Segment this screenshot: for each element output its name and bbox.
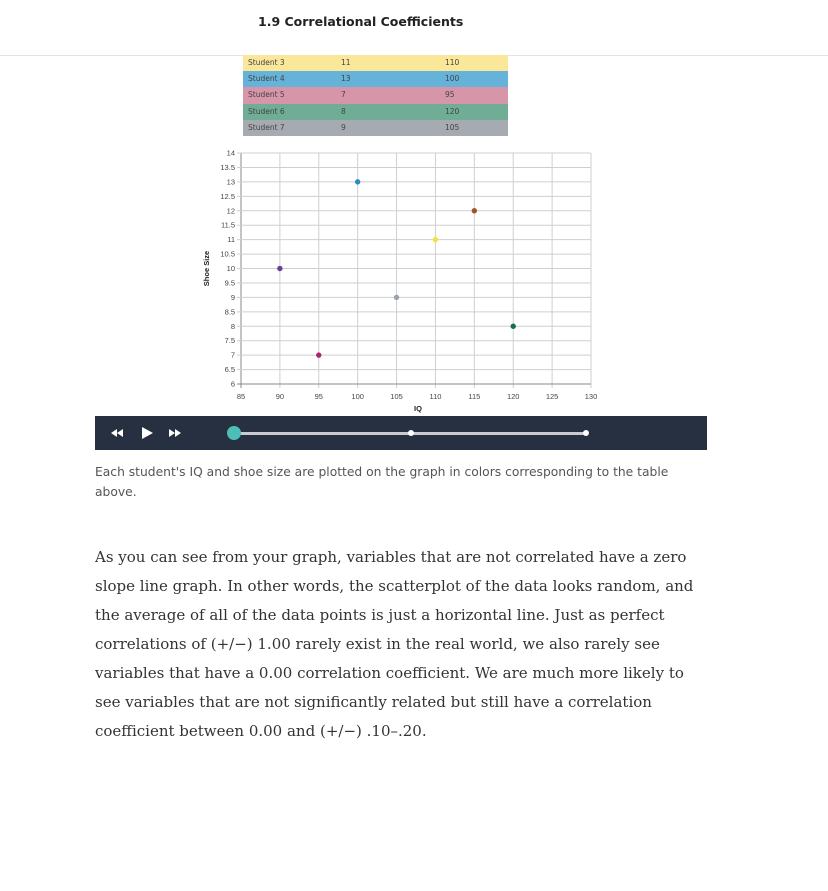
- table-cell-name: Student 4: [248, 74, 285, 84]
- x-tick-label: 90: [276, 392, 284, 401]
- y-tick-label: 12: [227, 206, 235, 215]
- play-icon[interactable]: [139, 425, 155, 444]
- y-tick-label: 13: [227, 177, 235, 186]
- x-axis-label: IQ: [414, 404, 422, 413]
- table-row: Student 4 13 100: [243, 71, 508, 88]
- page-title: 1.9 Correlational Coefficients: [258, 14, 464, 29]
- y-tick-label: 11.5: [221, 221, 235, 230]
- table-row: Student 5 7 95: [243, 87, 508, 104]
- y-tick-label: 12.5: [220, 192, 235, 201]
- table-row: Student 7 9 105: [243, 119, 508, 136]
- x-tick-label: 95: [315, 392, 323, 401]
- data-point: [354, 179, 361, 185]
- y-tick-label: 13.5: [220, 163, 235, 172]
- x-tick-label: 125: [546, 392, 559, 401]
- progress-marker-mid[interactable]: [408, 430, 414, 436]
- student-data-table: Student 3 11 110 Student 4 13 100 Student 5 7 95…: [243, 55, 508, 136]
- table-cell-iq: 95: [445, 90, 455, 100]
- data-point: [471, 208, 478, 214]
- y-axis-label: Shoe Size: [202, 251, 211, 286]
- table-cell-iq: 105: [445, 122, 460, 132]
- figure-caption: Each student's IQ and shoe size are plot…: [95, 465, 669, 499]
- progress-marker-end[interactable]: [583, 430, 589, 436]
- table-cell-name: Student 6: [248, 106, 285, 116]
- y-tick-label: 6.5: [225, 365, 235, 374]
- body-paragraph: As you can see from your graph, variable…: [95, 548, 694, 740]
- data-point: [393, 294, 400, 301]
- data-point: [432, 236, 439, 243]
- y-tick-label: 9: [231, 293, 235, 302]
- x-tick-label: 100: [351, 392, 364, 401]
- table-cell-name: Student 7: [248, 122, 285, 132]
- x-tick-label: 110: [429, 392, 441, 401]
- table-cell-iq: 110: [445, 58, 460, 67]
- table-cell-name: Student 5: [248, 90, 285, 100]
- table-cell-shoe: 9: [341, 122, 346, 132]
- data-point: [316, 352, 322, 358]
- table-row: Student 3 11 110: [243, 55, 508, 72]
- y-tick-label: 14: [227, 149, 235, 158]
- table-cell-shoe: 13: [341, 74, 351, 84]
- rewind-icon[interactable]: [109, 425, 125, 444]
- x-tick-label: 115: [468, 392, 480, 401]
- scatter-chart: 85 90 95 100 105 110 115 120 125 130 6 6.5 7 7.5 8 8.5 9…: [202, 149, 598, 414]
- fast-forward-icon[interactable]: [167, 425, 183, 444]
- progress-knob[interactable]: [227, 426, 241, 440]
- table-cell-shoe: 8: [341, 106, 346, 116]
- table-cell-iq: 100: [445, 74, 460, 84]
- y-tick-label: 10.5: [220, 250, 235, 259]
- x-tick-label: 130: [585, 392, 598, 401]
- table-row: Student 6 8 120: [243, 103, 508, 120]
- data-point: [510, 323, 516, 329]
- x-tick-label: 105: [390, 392, 403, 401]
- x-tick-label: 85: [237, 392, 245, 401]
- y-tick-label: 11: [227, 235, 235, 244]
- y-tick-label: 6: [231, 380, 235, 389]
- table-cell-name: Student 3: [248, 58, 285, 67]
- table-cell-shoe: 11: [341, 58, 351, 67]
- y-tick-label: 8: [231, 322, 235, 331]
- y-tick-label: 10: [227, 264, 235, 273]
- data-point: [277, 265, 283, 272]
- table-cell-shoe: 7: [341, 90, 346, 100]
- x-tick-label: 120: [507, 392, 520, 401]
- y-tick-label: 8.5: [225, 307, 235, 316]
- table-cell-iq: 120: [445, 106, 460, 116]
- y-tick-label: 7: [231, 351, 235, 360]
- y-tick-label: 9.5: [225, 278, 235, 287]
- y-tick-label: 7.5: [225, 336, 235, 345]
